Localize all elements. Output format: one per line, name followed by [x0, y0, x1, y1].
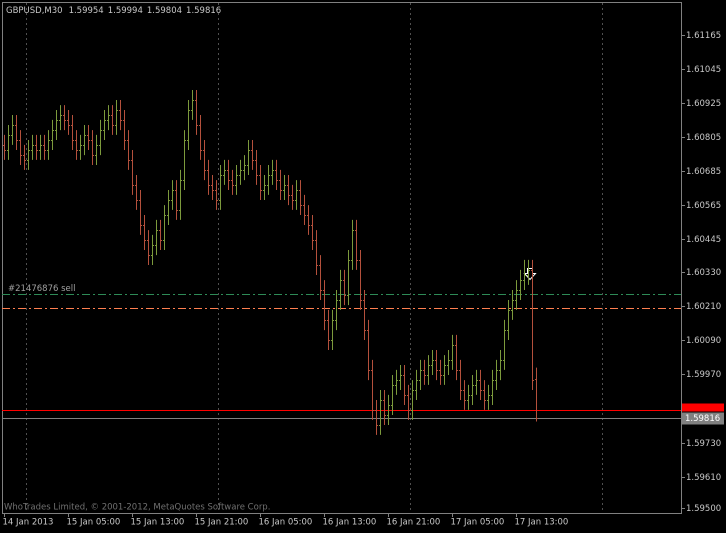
x-tick-label: 16 Jan 13:00 — [323, 518, 377, 528]
y-tick-label: 1.59500 — [686, 504, 721, 514]
x-tick-label: 17 Jan 13:00 — [515, 518, 569, 528]
x-tick-label: 16 Jan 21:00 — [387, 518, 441, 528]
x-tick-label: 15 Jan 21:00 — [195, 518, 249, 528]
plot-frame — [2, 2, 682, 514]
y-tick-label: 1.60925 — [686, 99, 721, 109]
y-tick-label: 1.59610 — [686, 473, 721, 483]
level-axis-box — [682, 403, 724, 412]
y-tick-label: 1.61045 — [686, 65, 721, 75]
header-high: 1.59994 — [108, 6, 143, 16]
chart-header: GBPUSD,M30 1.59954 1.59994 1.59804 1.59816 — [6, 6, 221, 16]
watermark: WhoTrades Limited, © 2001-2012, MetaQuot… — [4, 503, 270, 513]
level-axis-label: 1.59816 — [685, 414, 720, 424]
x-tick-label: 17 Jan 05:00 — [451, 518, 505, 528]
header-close: 1.59816 — [186, 6, 221, 16]
y-tick-label: 1.61165 — [686, 31, 721, 41]
y-tick-label: 1.59730 — [686, 439, 721, 449]
x-tick-label: 15 Jan 13:00 — [131, 518, 185, 528]
y-tick-label: 1.60330 — [686, 268, 721, 278]
x-tick-label: 16 Jan 05:00 — [259, 518, 313, 528]
chart-title: GBPUSD,M30 — [6, 6, 63, 16]
y-tick-label: 1.60210 — [686, 302, 721, 312]
y-tick-label: 1.60565 — [686, 201, 721, 211]
y-tick-label: 1.60090 — [686, 336, 721, 346]
header-open: 1.59954 — [69, 6, 104, 16]
level-name: #21476876 sell — [8, 284, 75, 294]
y-tick-label: 1.60445 — [686, 235, 721, 245]
level-axis-box — [682, 412, 724, 425]
y-tick-label: 1.60805 — [686, 133, 721, 143]
x-tick-label: 15 Jan 05:00 — [67, 518, 121, 528]
x-tick-label: 14 Jan 2013 — [3, 518, 54, 528]
y-tick-label: 1.59970 — [686, 370, 721, 380]
header-low: 1.59804 — [147, 6, 182, 16]
y-tick-label: 1.60685 — [686, 167, 721, 177]
